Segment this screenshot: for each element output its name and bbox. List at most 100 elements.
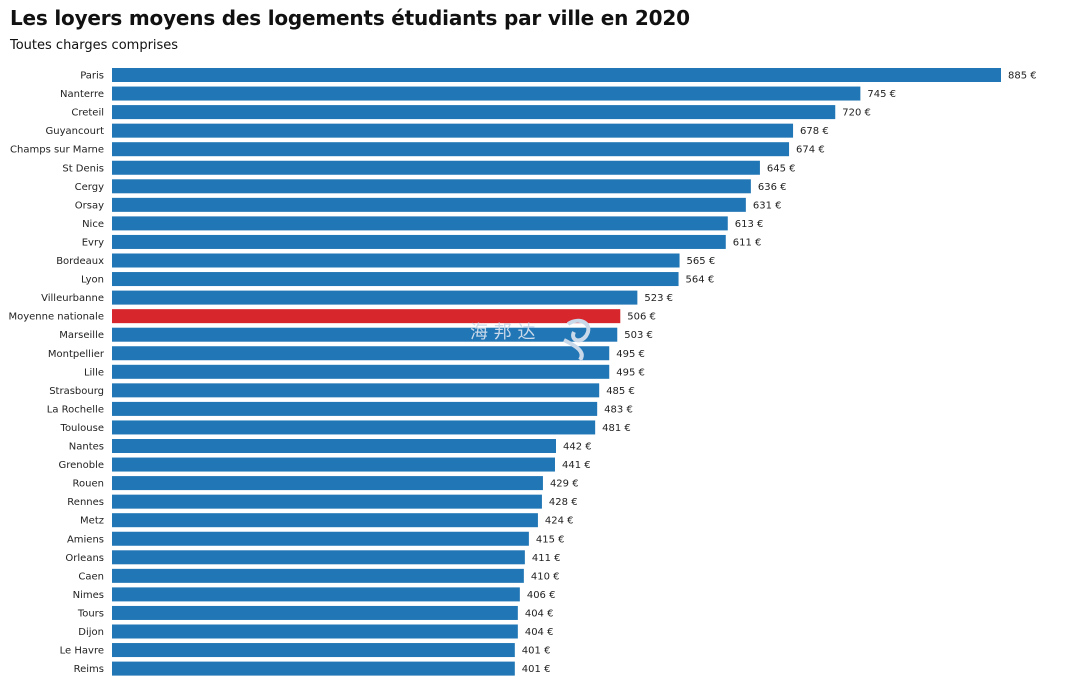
bar-marseille (112, 327, 618, 342)
category-label: Metz (80, 516, 104, 527)
value-label: 523 € (644, 293, 673, 304)
value-label: 411 € (532, 553, 561, 564)
value-label: 406 € (527, 590, 556, 601)
category-label: Lille (84, 367, 104, 378)
chart-subtitle: Toutes charges comprises (10, 38, 179, 53)
bar-bordeaux (112, 253, 680, 268)
bar-reims (112, 661, 515, 676)
bar-nimes (112, 587, 520, 602)
category-label: Cergy (75, 182, 104, 193)
bar-lyon (112, 272, 679, 287)
value-label: 564 € (686, 275, 715, 286)
bar-caen (112, 568, 524, 583)
value-label: 495 € (616, 349, 645, 360)
bar-lille (112, 364, 610, 379)
bar-tours (112, 605, 518, 620)
category-label: Moyenne nationale (8, 312, 104, 323)
category-label: Lyon (81, 275, 104, 286)
chart-title: Les loyers moyens des logements étudiant… (10, 6, 690, 30)
category-label: Nimes (73, 590, 104, 601)
value-label: 613 € (735, 219, 764, 230)
value-label: 481 € (602, 423, 631, 434)
bar-le-havre (112, 643, 515, 658)
value-label: 485 € (606, 386, 635, 397)
category-label: Orsay (75, 200, 104, 211)
bar-la-rochelle (112, 401, 598, 416)
category-label: Guyancourt (46, 126, 105, 137)
value-label: 424 € (545, 516, 574, 527)
value-label: 401 € (522, 664, 551, 675)
category-label: Reims (74, 664, 104, 675)
bar-guyancourt (112, 123, 794, 138)
bar-paris (112, 68, 1001, 82)
category-label: Villeurbanne (41, 293, 104, 304)
bar-metz (112, 513, 538, 528)
value-label: 745 € (867, 89, 896, 100)
value-label: 428 € (549, 497, 578, 508)
bar-nantes (112, 439, 556, 453)
category-label: Nantes (69, 442, 104, 453)
category-label: Dijon (78, 627, 104, 638)
value-label: 495 € (616, 367, 645, 378)
category-label: Grenoble (58, 460, 104, 471)
bar-champs-sur-marne (112, 142, 790, 157)
bar-rennes (112, 494, 542, 509)
category-label: Orleans (65, 553, 104, 564)
bar-moyenne-nationale (112, 309, 621, 324)
category-label: Paris (80, 71, 104, 82)
category-label: La Rochelle (47, 404, 104, 415)
category-label: Montpellier (48, 349, 105, 360)
value-label: 415 € (536, 534, 565, 545)
category-label: Nice (82, 219, 104, 230)
value-label: 720 € (842, 108, 871, 119)
bar-orleans (112, 550, 525, 565)
category-label: Amiens (67, 534, 104, 545)
value-label: 674 € (796, 145, 825, 156)
category-label: St Denis (62, 163, 104, 174)
category-label: Le Havre (60, 646, 104, 657)
bar-st-denis (112, 160, 760, 175)
bar-nanterre (112, 86, 861, 101)
category-label: Caen (78, 571, 104, 582)
value-label: 885 € (1008, 71, 1037, 82)
category-label: Strasbourg (49, 386, 104, 397)
value-label: 442 € (563, 442, 592, 453)
value-label: 506 € (627, 312, 656, 323)
bar-toulouse (112, 420, 596, 435)
value-label: 429 € (550, 479, 579, 490)
bar-strasbourg (112, 383, 600, 398)
bar-creteil (112, 105, 836, 120)
bar-evry (112, 234, 726, 249)
value-label: 404 € (525, 608, 554, 619)
value-label: 401 € (522, 646, 551, 657)
category-label: Nanterre (60, 89, 104, 100)
bar-montpellier (112, 346, 610, 361)
bar-villeurbanne (112, 290, 638, 305)
bar-amiens (112, 531, 529, 546)
bar-grenoble (112, 457, 555, 472)
value-label: 636 € (758, 182, 787, 193)
category-label: Rouen (73, 479, 104, 490)
category-label: Evry (82, 237, 104, 248)
bar-rouen (112, 476, 543, 491)
category-label: Rennes (67, 497, 104, 508)
category-label: Tours (77, 608, 104, 619)
bar-orsay (112, 197, 746, 212)
category-label: Bordeaux (56, 256, 104, 267)
value-label: 410 € (531, 571, 560, 582)
category-label: Marseille (59, 330, 104, 341)
watermark-logo: 海 邦 达 (470, 318, 591, 362)
value-label: 611 € (733, 237, 762, 248)
value-label: 645 € (767, 163, 796, 174)
category-label: Champs sur Marne (10, 145, 104, 156)
value-label: 631 € (753, 200, 782, 211)
value-label: 503 € (624, 330, 653, 341)
bar-nice (112, 216, 728, 231)
value-label: 565 € (687, 256, 716, 267)
value-label: 678 € (800, 126, 829, 137)
value-label: 483 € (604, 404, 633, 415)
bar-dijon (112, 624, 518, 639)
value-label: 404 € (525, 627, 554, 638)
svg-text:海 邦 达: 海 邦 达 (470, 322, 535, 343)
